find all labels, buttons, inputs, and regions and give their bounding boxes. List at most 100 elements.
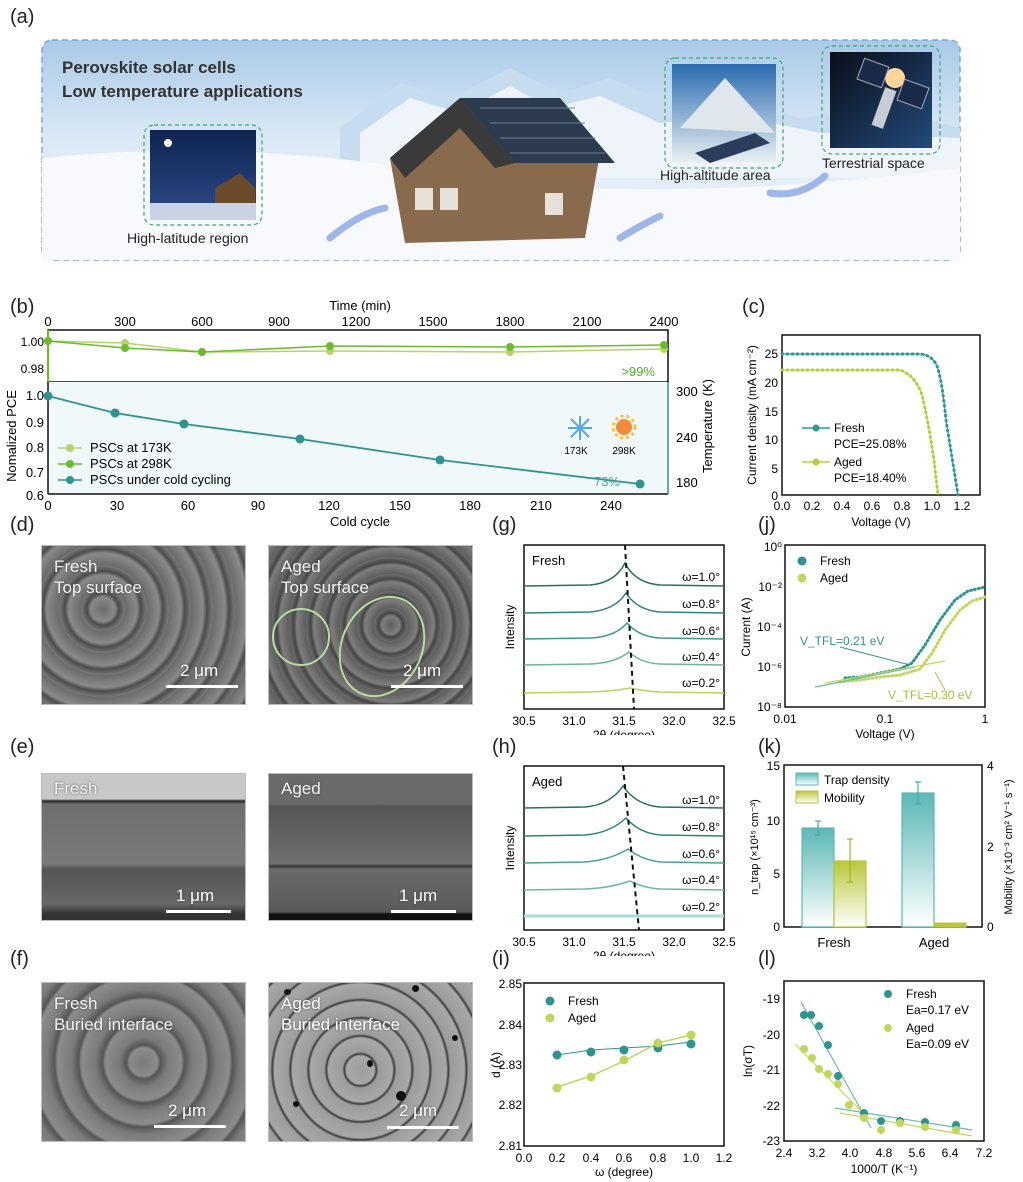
svg-text:0.8: 0.8 [894,499,911,513]
chart-b-pce-stability: Time (min) 0 300 600 900 1200 1500 1800 2100 240… [4,298,715,529]
svg-text:Intensity: Intensity [503,826,517,871]
svg-text:30: 30 [110,498,124,513]
svg-text:ω=0.8°: ω=0.8° [682,820,720,834]
svg-text:6.4: 6.4 [942,1146,959,1160]
svg-text:0.2: 0.2 [549,1151,566,1165]
svg-text:Aged: Aged [906,1021,934,1035]
svg-text:0: 0 [44,314,51,329]
svg-text:V_TFL=0.21 eV: V_TFL=0.21 eV [800,634,884,648]
panel-label-c: (c) [742,296,766,318]
svg-text:31.5: 31.5 [612,714,636,728]
svg-text:1.00: 1.00 [21,335,45,349]
svg-text:1800: 1800 [496,314,525,329]
svg-text:2θ (degree): 2θ (degree) [593,949,655,956]
svg-text:180: 180 [676,475,698,490]
svg-text:1.0: 1.0 [26,388,44,403]
panel-label-j: (j) [758,514,776,536]
panel-label-l: (l) [758,948,776,970]
svg-text:ω=0.2°: ω=0.2° [682,676,720,690]
svg-text:Mobility (×10⁻³ cm² V⁻¹ s⁻¹): Mobility (×10⁻³ cm² V⁻¹ s⁻¹) [1003,779,1015,914]
defect-highlight-circle [272,608,330,666]
svg-text:10⁻⁶: 10⁻⁶ [757,660,782,674]
svg-text:0: 0 [44,498,51,513]
svg-text:Aged: Aged [568,1011,596,1025]
scale-bar [166,910,231,913]
svg-text:0.4: 0.4 [583,1151,600,1165]
chart-h-gixrd-aged: Aged ω=1.0° ω=0.8° ω=0.6° ω=0.4° ω=0.2° … [503,765,736,956]
svg-text:300: 300 [676,384,698,399]
svg-text:Current (A): Current (A) [740,597,753,656]
svg-text:Fresh: Fresh [834,421,865,435]
svg-text:2100: 2100 [573,314,602,329]
svg-text:1: 1 [982,712,989,726]
svg-text:0.9: 0.9 [26,415,44,430]
svg-text:173K: 173K [564,446,588,457]
svg-text:1.2: 1.2 [716,1151,733,1165]
svg-text:0.6: 0.6 [26,488,44,503]
scale-bar [391,910,456,913]
svg-text:0: 0 [987,920,994,934]
svg-text:ω=0.4°: ω=0.4° [682,873,720,887]
svg-text:2400: 2400 [650,314,679,329]
scale-bar [391,685,463,688]
svg-text:0.4: 0.4 [834,499,851,513]
svg-text:298K: 298K [612,446,636,457]
svg-text:1.0: 1.0 [683,1151,700,1165]
sem-image-f-aged: Aged Buried interface 2 μm [268,982,473,1142]
svg-text:0.0: 0.0 [516,1151,533,1165]
svg-text:Current density (mA cm⁻²): Current density (mA cm⁻²) [745,345,759,485]
svg-text:ω (degree): ω (degree) [595,1165,653,1179]
svg-text:0.8: 0.8 [26,440,44,455]
svg-text:90: 90 [251,498,265,513]
svg-text:10: 10 [765,433,779,447]
svg-text:PCE=18.40%: PCE=18.40% [834,471,907,485]
svg-text:-21: -21 [763,1063,781,1077]
svg-text:PCE=25.08%: PCE=25.08% [834,437,907,451]
svg-text:ω=0.4°: ω=0.4° [682,650,720,664]
inset-label-high-latitude: High-latitude region [127,230,249,246]
svg-text:20: 20 [765,376,779,390]
svg-text:32.5: 32.5 [712,714,736,728]
svg-text:180: 180 [459,498,481,513]
chart-g-gixrd-fresh: Fresh ω=1.0° ω=0.8° ω=0.6° ω=0.4° ω=0.2°… [503,544,736,735]
svg-text:60: 60 [181,498,195,513]
panel-label-d: (d) [10,514,35,536]
svg-text:15: 15 [767,759,781,773]
panel-label-g: (g) [492,514,517,536]
svg-text:Intensity: Intensity [503,605,517,650]
svg-text:Voltage (V): Voltage (V) [855,727,914,741]
svg-text:600: 600 [191,314,213,329]
svg-text:0.8: 0.8 [650,1151,667,1165]
svg-text:0.01: 0.01 [773,712,797,726]
svg-text:Nomalized PCE: Nomalized PCE [4,390,19,482]
svg-text:-19: -19 [763,992,781,1006]
svg-text:ω=1.0°: ω=1.0° [682,793,720,807]
svg-text:240: 240 [600,498,622,513]
cabin-with-solar-roof-icon [390,98,615,243]
svg-text:240: 240 [676,430,698,445]
svg-text:2.84: 2.84 [499,1018,523,1032]
sem-image-f-fresh: Fresh Buried interface 2 μm [41,982,246,1142]
svg-text:Temperature (K): Temperature (K) [700,379,715,473]
svg-text:5.6: 5.6 [909,1146,926,1160]
svg-text:30.5: 30.5 [512,714,536,728]
chart-i-d-spacing: 2.85 2.84 2.83 2.82 2.81 Fresh Aged 0.0 0.2 0.… [490,977,733,1179]
svg-text:ω=0.6°: ω=0.6° [682,624,720,638]
svg-text:ω=1.0°: ω=1.0° [682,570,720,584]
svg-text:210: 210 [530,498,552,513]
svg-text:2θ (degree): 2θ (degree) [593,728,655,735]
svg-text:25: 25 [765,347,779,361]
svg-text:31.0: 31.0 [562,935,586,949]
svg-text:5: 5 [773,867,780,881]
svg-text:d (Å): d (Å) [490,1052,503,1078]
svg-text:0.6: 0.6 [616,1151,633,1165]
svg-text:1.2: 1.2 [954,499,971,513]
chart-b-top-xticks: 0 300 600 900 1200 1500 1800 2100 2400 [44,314,678,329]
svg-text:ω=0.2°: ω=0.2° [682,900,720,914]
svg-text:2: 2 [987,840,994,854]
upper-annotation: >99% [621,364,655,379]
svg-text:Fresh: Fresh [906,987,937,1001]
panel-label-a: (a) [10,6,35,28]
sem-image-d-fresh: Fresh Top surface 2 μm [41,545,246,705]
svg-text:300: 300 [114,314,136,329]
